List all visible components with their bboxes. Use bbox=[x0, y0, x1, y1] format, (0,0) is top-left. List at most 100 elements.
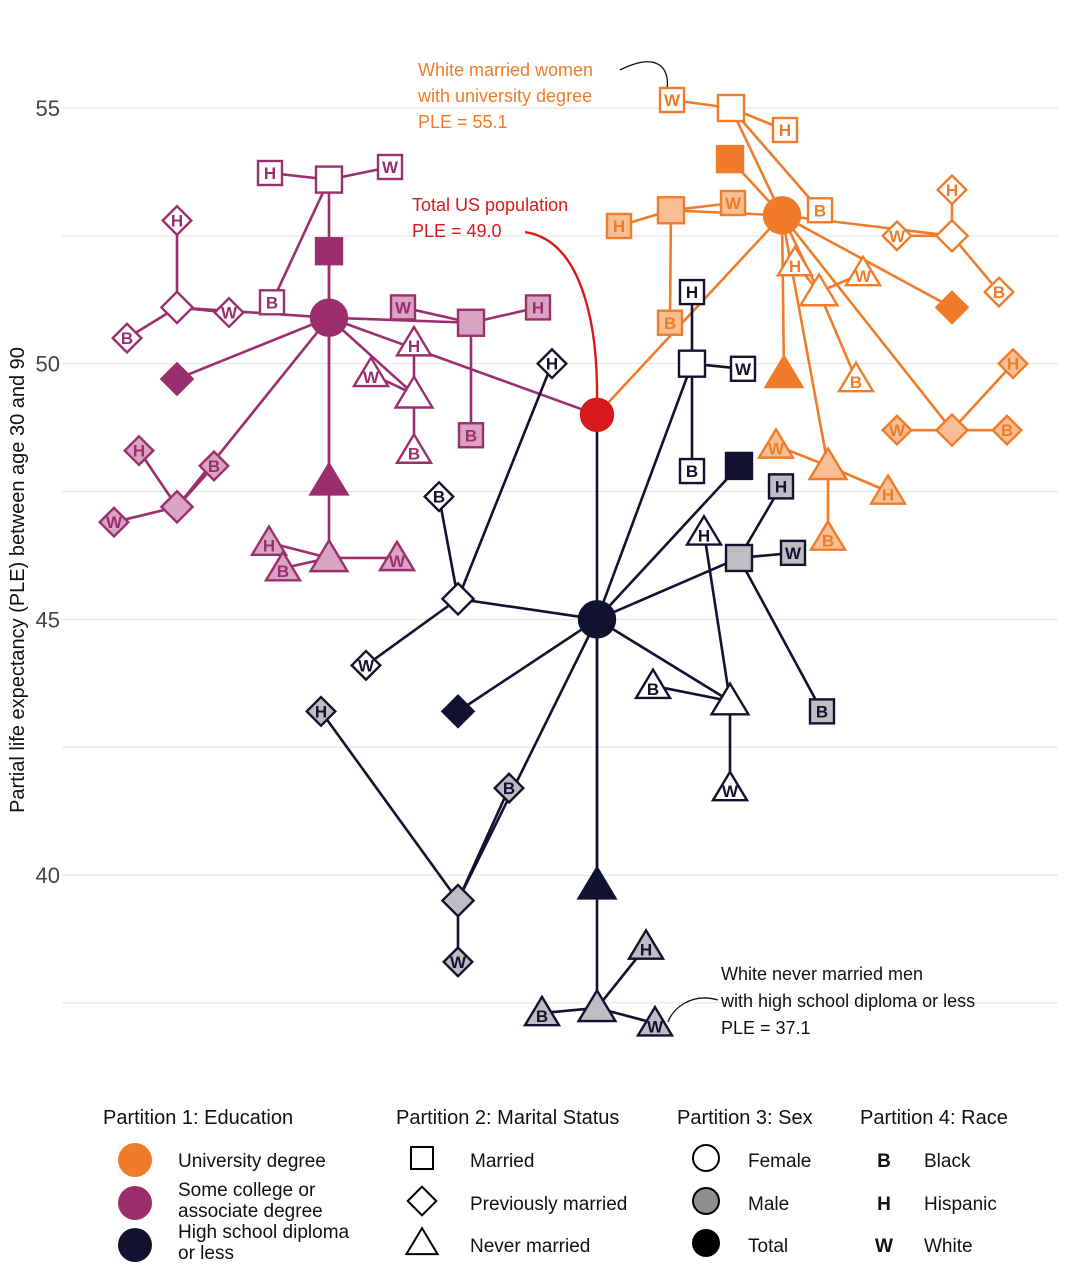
node-marker bbox=[868, 472, 908, 505]
race-code-label: B bbox=[121, 329, 133, 348]
tree-edge bbox=[596, 618, 731, 703]
y-axis-ticks: 40 45 50 55 bbox=[36, 96, 60, 888]
legend-item-race: H Hispanic bbox=[877, 1194, 997, 1215]
legend-item-marital: Married bbox=[410, 1146, 534, 1172]
node-marker bbox=[806, 197, 834, 224]
legend-label: Black bbox=[924, 1151, 971, 1172]
node-hs bbox=[577, 600, 617, 639]
node-s-pf-b: B bbox=[111, 322, 143, 355]
legend-label: Female bbox=[748, 1151, 811, 1172]
race-code-label: B bbox=[503, 779, 515, 798]
annotation-white-married-women: White married women with university degre… bbox=[417, 60, 593, 132]
y-tick-label: 45 bbox=[36, 607, 60, 632]
node-u-m bbox=[715, 144, 745, 174]
race-code-label: W bbox=[389, 552, 406, 571]
node-marker bbox=[767, 473, 795, 500]
annotation-line: White married women bbox=[418, 60, 593, 80]
node-s-pf-w: W bbox=[213, 296, 245, 329]
tree-edge bbox=[328, 316, 598, 417]
tree-edge bbox=[780, 215, 786, 374]
node-hs-pm bbox=[440, 883, 476, 918]
node-u bbox=[762, 196, 802, 235]
race-code-label: B bbox=[850, 373, 862, 392]
node-marker bbox=[524, 294, 552, 321]
node-marker bbox=[936, 173, 968, 206]
node-marker bbox=[522, 994, 562, 1027]
node-s-nm-w: W bbox=[377, 539, 417, 572]
legend-code: B bbox=[877, 1151, 891, 1172]
node-marker bbox=[423, 480, 455, 513]
y-axis-label: Partial life expectancy (PLE) between ag… bbox=[7, 347, 29, 813]
tree-edge bbox=[456, 363, 554, 600]
node-u-mm-w: W bbox=[719, 189, 747, 217]
race-code-label: H bbox=[775, 477, 787, 496]
node-u-pf-h: H bbox=[936, 173, 968, 206]
tree-edge bbox=[456, 618, 599, 902]
node-u-nf-w: W bbox=[843, 254, 883, 287]
node-s-p bbox=[159, 361, 195, 397]
node-s bbox=[309, 298, 349, 337]
legend-swatch bbox=[410, 1146, 434, 1170]
legend-label: Previously married bbox=[470, 1194, 627, 1215]
annotation-line: PLE = 55.1 bbox=[418, 112, 508, 132]
node-s-pm-w: W bbox=[98, 506, 130, 539]
node-marker bbox=[263, 549, 303, 582]
node-u-pm-h: H bbox=[997, 347, 1029, 380]
node-marker bbox=[934, 218, 970, 254]
node-u-nm-b: B bbox=[808, 518, 848, 551]
race-code-label: B bbox=[686, 462, 698, 481]
node-s-pf bbox=[159, 290, 195, 325]
legend-label: Total bbox=[748, 1236, 788, 1257]
race-code-label: H bbox=[263, 537, 275, 556]
node-marker bbox=[376, 153, 404, 181]
node-hs-pf-b: B bbox=[423, 480, 455, 513]
legend-label: Some college or bbox=[178, 1180, 316, 1201]
node-u-pm-b: B bbox=[991, 414, 1023, 447]
node-marker bbox=[305, 695, 337, 728]
node-marker bbox=[159, 489, 195, 525]
race-code-label: B bbox=[814, 201, 826, 220]
node-marker bbox=[716, 93, 746, 123]
race-code-label: H bbox=[686, 283, 698, 302]
node-marker bbox=[656, 309, 684, 336]
race-code-label: H bbox=[698, 526, 710, 545]
tree-edge bbox=[596, 214, 783, 416]
tree-edge bbox=[270, 179, 331, 303]
node-hs-mm bbox=[724, 543, 754, 573]
race-code-label: B bbox=[1001, 421, 1013, 440]
node-marker bbox=[677, 349, 707, 378]
node-u-p bbox=[934, 290, 970, 325]
node-s-nf-b: B bbox=[394, 432, 434, 464]
legend-item-education: University degree bbox=[118, 1143, 326, 1177]
node-marker bbox=[709, 681, 751, 716]
race-code-label: W bbox=[358, 656, 375, 675]
node-hs-nf-h: H bbox=[684, 513, 724, 546]
legend-code: W bbox=[875, 1236, 893, 1257]
node-marker bbox=[314, 236, 344, 266]
node-s-nm-b: B bbox=[263, 549, 303, 582]
node-marker bbox=[719, 189, 747, 217]
node-marker bbox=[991, 414, 1023, 447]
node-marker bbox=[656, 196, 686, 225]
tree-edge bbox=[457, 597, 598, 621]
node-marker bbox=[710, 769, 750, 802]
node-s-pm-h: H bbox=[123, 434, 155, 467]
node-hs-mm-w: W bbox=[779, 539, 807, 567]
legend-title-race: Partition 4: Race bbox=[860, 1107, 1008, 1129]
annotations: White married women with university degre… bbox=[412, 60, 975, 1038]
race-code-label: W bbox=[725, 194, 742, 213]
annotation-line: Total US population bbox=[412, 195, 568, 215]
node-hs-pm-b: B bbox=[493, 772, 525, 805]
node-marker bbox=[309, 298, 349, 337]
legend-item-race: B Black bbox=[877, 1151, 971, 1172]
y-tick-label: 50 bbox=[36, 352, 60, 377]
node-marker bbox=[159, 290, 195, 325]
race-code-label: H bbox=[640, 941, 652, 960]
legend-swatch bbox=[118, 1228, 152, 1262]
race-code-label: W bbox=[889, 227, 906, 246]
node-hs-nm-w: W bbox=[635, 1004, 675, 1037]
node-marker bbox=[724, 543, 754, 573]
tree-edge bbox=[730, 107, 821, 212]
node-u-nf bbox=[798, 272, 840, 307]
